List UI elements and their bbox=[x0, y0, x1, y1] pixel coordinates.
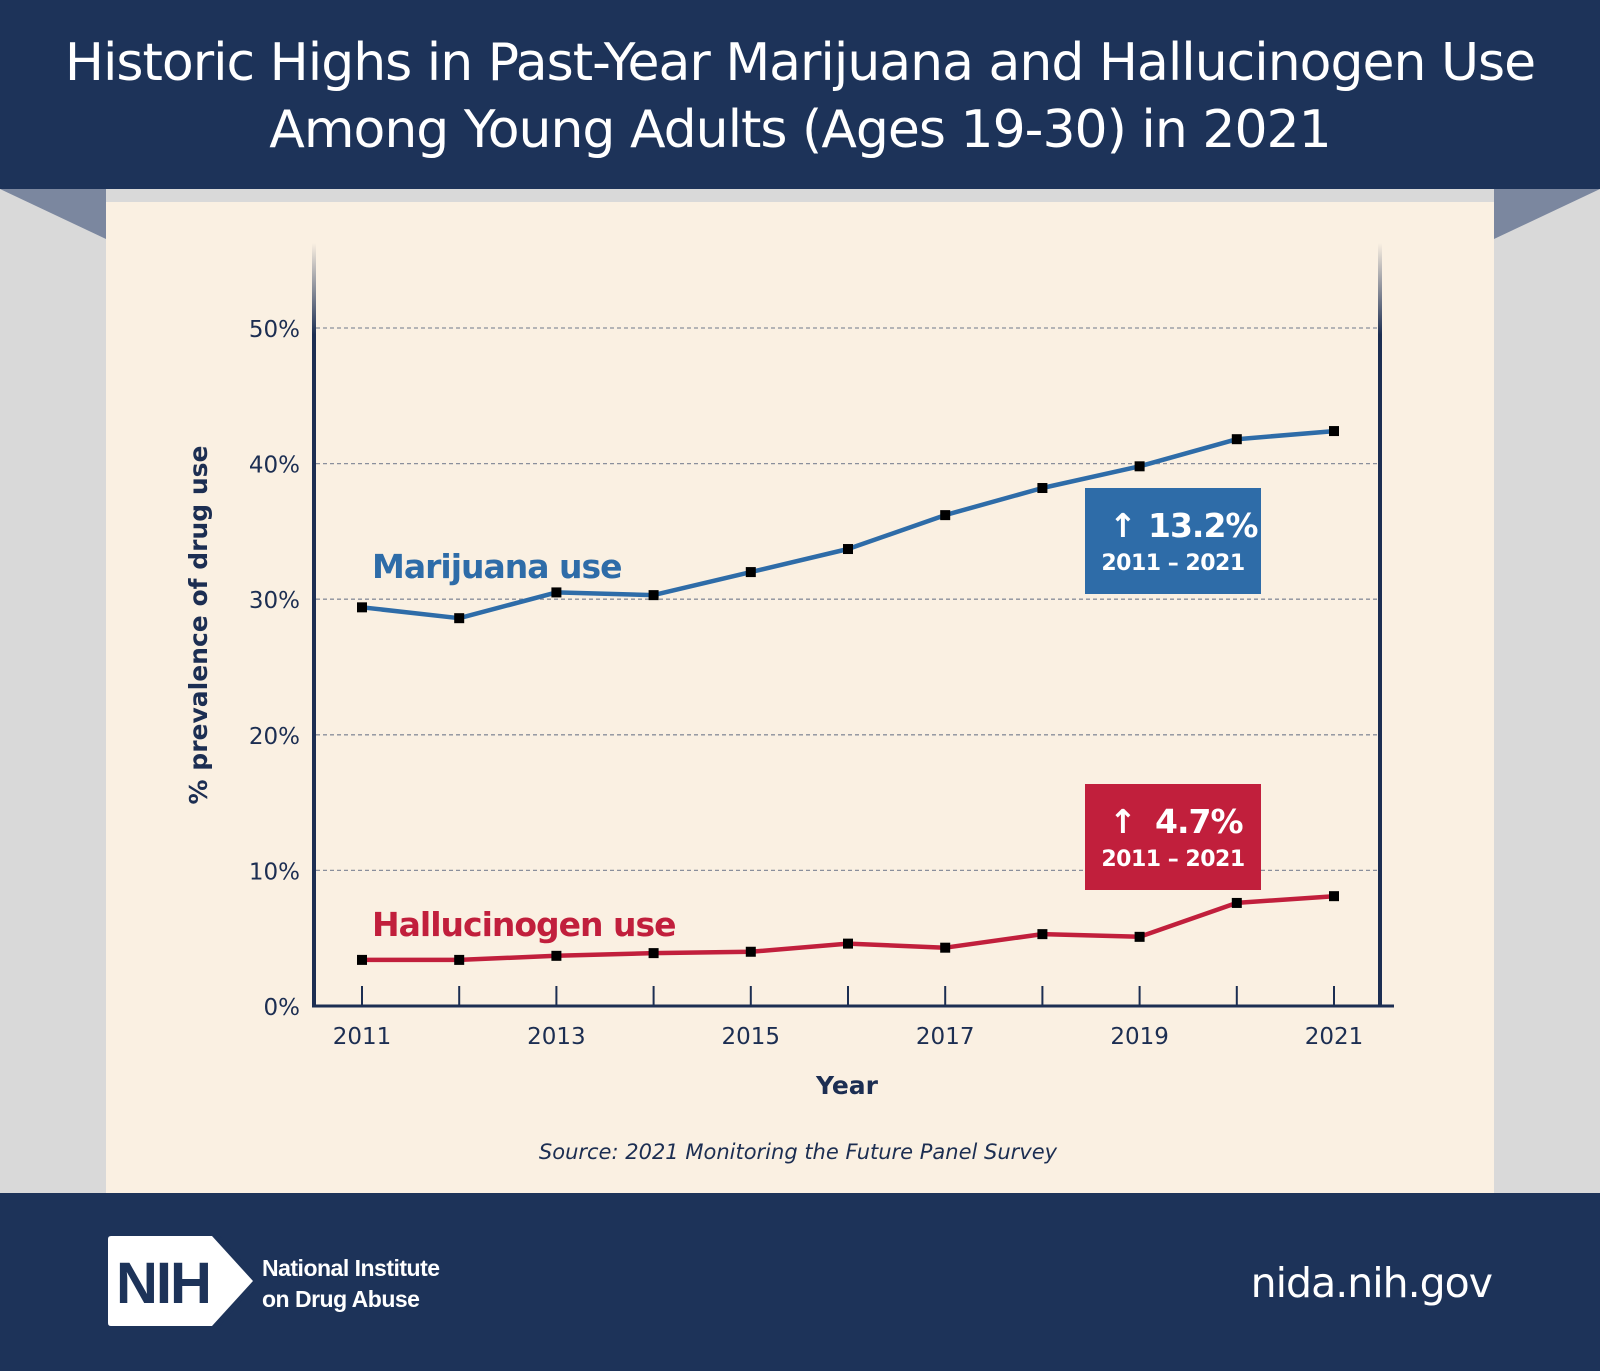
website-link[interactable]: nida.nih.gov bbox=[1250, 1259, 1493, 1307]
data-point bbox=[940, 510, 951, 521]
ribbon-fold bbox=[0, 189, 1600, 239]
data-point bbox=[940, 942, 951, 953]
change-value: 4.7% bbox=[1155, 802, 1243, 841]
series-label-marijuana: Marijuana use bbox=[372, 547, 622, 586]
organization-name: National Institute on Drug Abuse bbox=[262, 1253, 440, 1315]
org-name-line-1: National Institute bbox=[262, 1255, 440, 1281]
y-tick-label: 40% bbox=[249, 453, 300, 479]
source-note: Source: 2021 Monitoring the Future Panel… bbox=[539, 1140, 1058, 1164]
y-axis-title: % prevalence of drug use bbox=[184, 446, 213, 805]
footer-banner: NIH National Institute on Drug Abuse nid… bbox=[0, 1193, 1600, 1371]
data-point bbox=[1037, 929, 1048, 940]
change-period: 2011 – 2021 bbox=[1101, 847, 1244, 872]
data-point bbox=[454, 613, 465, 624]
x-tick-label: 2011 bbox=[333, 1024, 392, 1050]
data-point bbox=[1134, 931, 1145, 942]
data-point bbox=[1134, 461, 1145, 472]
data-point bbox=[745, 946, 756, 957]
y-axis-line bbox=[312, 243, 316, 1007]
change-period: 2011 – 2021 bbox=[1101, 551, 1244, 576]
data-point bbox=[1231, 434, 1242, 445]
data-point bbox=[843, 544, 853, 555]
x-tick-label: 2013 bbox=[527, 1024, 586, 1050]
y-tick-label: 10% bbox=[249, 859, 300, 885]
x-tick-label: 2015 bbox=[722, 1024, 781, 1050]
title-line-2: Among Young Adults (Ages 19-30) in 2021 bbox=[269, 100, 1331, 160]
y-tick-label: 50% bbox=[249, 317, 300, 343]
header-banner: Historic Highs in Past-Year Marijuana an… bbox=[0, 0, 1600, 189]
y-tick-label: 30% bbox=[249, 588, 300, 614]
data-point bbox=[1037, 483, 1048, 494]
data-point bbox=[1231, 897, 1242, 908]
annotation-box-marijuana: ↑ 13.2% 2011 – 2021 bbox=[1085, 488, 1261, 594]
x-tick-label: 2017 bbox=[916, 1024, 975, 1050]
nih-logo-text: NIH bbox=[116, 1251, 210, 1316]
right-border-line bbox=[1378, 243, 1382, 1007]
data-point bbox=[357, 954, 367, 965]
data-point bbox=[454, 954, 465, 965]
data-point bbox=[357, 602, 367, 613]
change-value: 13.2% bbox=[1148, 506, 1258, 545]
data-point bbox=[745, 567, 756, 578]
data-point bbox=[551, 587, 562, 598]
x-axis-ticks: 2011 2013 2015 2017 2019 2021 bbox=[333, 986, 1364, 1050]
data-point bbox=[843, 938, 853, 949]
data-point bbox=[551, 950, 562, 961]
nih-logo: NIH bbox=[108, 1236, 253, 1326]
data-point bbox=[1329, 426, 1339, 437]
title-line-1: Historic Highs in Past-Year Marijuana an… bbox=[64, 33, 1536, 93]
chart-title: Historic Highs in Past-Year Marijuana an… bbox=[20, 30, 1580, 164]
chart-panel bbox=[106, 202, 1494, 1193]
data-point bbox=[1329, 891, 1339, 902]
y-tick-label: 20% bbox=[249, 724, 300, 750]
series-label-hallucinogen: Hallucinogen use bbox=[372, 905, 676, 944]
data-point bbox=[648, 590, 659, 601]
y-tick-label: 0% bbox=[264, 995, 301, 1021]
series-layer bbox=[357, 426, 1339, 965]
x-tick-label: 2021 bbox=[1305, 1024, 1364, 1050]
org-name-line-2: on Drug Abuse bbox=[262, 1286, 420, 1312]
y-axis-ticks: 0% 10% 20% 30% 40% 50% bbox=[249, 317, 300, 1021]
x-axis-title: Year bbox=[815, 1071, 879, 1100]
data-point bbox=[648, 948, 659, 959]
up-arrow-icon: ↑ bbox=[1109, 506, 1136, 545]
annotation-box-hallucinogen: ↑ 4.7% 2011 – 2021 bbox=[1085, 784, 1261, 890]
x-tick-label: 2019 bbox=[1110, 1024, 1169, 1050]
up-arrow-icon: ↑ bbox=[1109, 802, 1136, 841]
